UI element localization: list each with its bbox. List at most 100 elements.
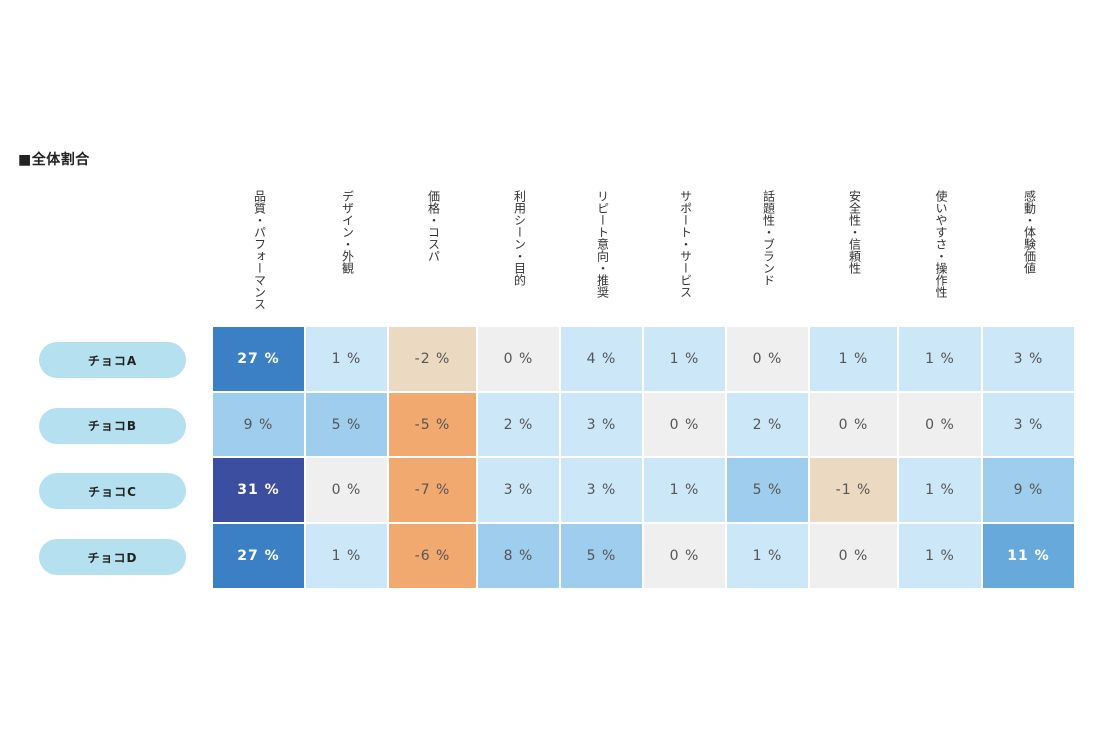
column-header-label: 利用シーン・目的 xyxy=(512,190,527,286)
heatmap-cell: 1 % xyxy=(810,327,899,393)
cell-value: 9 % xyxy=(1013,482,1044,498)
column-header-label: サポート・サービス xyxy=(678,190,693,298)
cell-value: -7 % xyxy=(414,482,451,498)
cell-value: 27 % xyxy=(237,351,280,367)
heatmap-cell: 0 % xyxy=(810,393,899,458)
heatmap-cell: 4 % xyxy=(561,327,644,393)
cell-value: 5 % xyxy=(752,482,783,498)
heatmap-cell: 2 % xyxy=(478,393,561,458)
column-header: デザイン・外観 xyxy=(306,190,389,320)
heatmap-cell: -1 % xyxy=(810,458,899,524)
cell-value: 1 % xyxy=(669,482,700,498)
cell-value: 3 % xyxy=(586,482,617,498)
cell-value: 2 % xyxy=(752,416,783,433)
heatmap-cell: 5 % xyxy=(306,393,389,458)
cell-value: -5 % xyxy=(414,416,451,433)
cell-value: 0 % xyxy=(838,416,869,433)
cell-value: 1 % xyxy=(752,548,783,564)
column-header-label: 価格・コスパ xyxy=(426,190,441,262)
row-label: チョコC xyxy=(39,473,186,509)
cell-value: 0 % xyxy=(925,416,955,433)
column-header: サポート・サービス xyxy=(644,190,727,320)
heatmap-cell: 1 % xyxy=(899,327,983,393)
column-header-label: 使いやすさ・操作性 xyxy=(934,190,948,298)
heatmap-cell: 1 % xyxy=(899,524,983,590)
cell-value: 0 % xyxy=(669,548,700,564)
cell-value: 1 % xyxy=(331,548,362,564)
column-header: 話題性・ブランド xyxy=(727,190,810,320)
column-header: 品質・パフォーマンス xyxy=(213,190,306,320)
heatmap-cell: 9 % xyxy=(213,393,306,458)
cell-value: 0 % xyxy=(331,482,362,498)
heatmap-cell: 5 % xyxy=(727,458,810,524)
cell-value: 11 % xyxy=(1007,548,1050,564)
heatmap-cell: 3 % xyxy=(983,393,1076,458)
column-header: リピート意向・推奨 xyxy=(561,190,644,320)
heatmap-cell: 27 % xyxy=(213,524,306,590)
column-header-label: デザイン・外観 xyxy=(340,190,355,274)
cell-value: 8 % xyxy=(503,548,534,564)
cell-value: 3 % xyxy=(586,416,617,433)
row-label: チョコA xyxy=(39,342,186,378)
column-header-label: 感動・体験価値 xyxy=(1022,190,1037,274)
heatmap-cell: 3 % xyxy=(561,458,644,524)
heatmap-cell: 2 % xyxy=(727,393,810,458)
heatmap-cell: 3 % xyxy=(561,393,644,458)
heatmap-cell: 0 % xyxy=(727,327,810,393)
heatmap-cell: -6 % xyxy=(389,524,478,590)
cell-value: 1 % xyxy=(925,351,955,367)
cell-value: -1 % xyxy=(835,482,872,498)
cell-value: 5 % xyxy=(331,416,362,433)
cell-value: 3 % xyxy=(1013,351,1044,367)
heatmap-cell: 1 % xyxy=(306,327,389,393)
column-header-label: リピート意向・推奨 xyxy=(595,190,610,298)
cell-value: 1 % xyxy=(669,351,700,367)
column-header: 安全性・信頼性 xyxy=(810,190,899,320)
heatmap-cell: 8 % xyxy=(478,524,561,590)
heatmap-cell: 11 % xyxy=(983,524,1076,590)
heatmap-cell: 27 % xyxy=(213,327,306,393)
column-header-label: 話題性・ブランド xyxy=(761,190,776,286)
heatmap-cell: 0 % xyxy=(478,327,561,393)
cell-value: -2 % xyxy=(414,351,451,367)
cell-value: 2 % xyxy=(503,416,534,433)
row-label: チョコB xyxy=(39,407,186,444)
cell-value: 1 % xyxy=(331,351,362,367)
cell-value: 3 % xyxy=(503,482,534,498)
heatmap-cell: 0 % xyxy=(899,393,983,458)
heatmap-cell: 31 % xyxy=(213,458,306,524)
heatmap-cell: 1 % xyxy=(644,327,727,393)
heatmap-cell: 1 % xyxy=(306,524,389,590)
cell-value: 1 % xyxy=(838,351,869,367)
heatmap-cell: 3 % xyxy=(478,458,561,524)
cell-value: 0 % xyxy=(503,351,534,367)
cell-value: 4 % xyxy=(586,351,617,367)
heatmap-cell: -2 % xyxy=(389,327,478,393)
heatmap-cell: 0 % xyxy=(810,524,899,590)
heatmap-cell: 5 % xyxy=(561,524,644,590)
heatmap-cell: -7 % xyxy=(389,458,478,524)
cell-value: 27 % xyxy=(237,548,280,564)
cell-value: -6 % xyxy=(414,548,451,564)
cell-value: 9 % xyxy=(243,416,274,433)
column-header: 価格・コスパ xyxy=(389,190,478,320)
heatmap-cell: 1 % xyxy=(899,458,983,524)
column-header-label: 品質・パフォーマンス xyxy=(252,190,267,310)
row-label: チョコD xyxy=(39,539,186,575)
heatmap-cell: 1 % xyxy=(727,524,810,590)
cell-value: 5 % xyxy=(586,548,617,564)
heatmap-cell: 1 % xyxy=(644,458,727,524)
cell-value: 3 % xyxy=(1013,416,1044,433)
column-header: 感動・体験価値 xyxy=(983,190,1076,320)
heatmap-cell: 0 % xyxy=(306,458,389,524)
cell-value: 0 % xyxy=(669,416,700,433)
heatmap-cell: -5 % xyxy=(389,393,478,458)
section-title: ■全体割合 xyxy=(18,152,90,168)
column-header: 使いやすさ・操作性 xyxy=(899,190,983,320)
heatmap-cell: 0 % xyxy=(644,393,727,458)
heatmap-cell: 3 % xyxy=(983,327,1076,393)
cell-value: 0 % xyxy=(752,351,783,367)
column-header-label: 安全性・信頼性 xyxy=(847,190,862,274)
heatmap-cell: 0 % xyxy=(644,524,727,590)
cell-value: 31 % xyxy=(237,482,280,498)
